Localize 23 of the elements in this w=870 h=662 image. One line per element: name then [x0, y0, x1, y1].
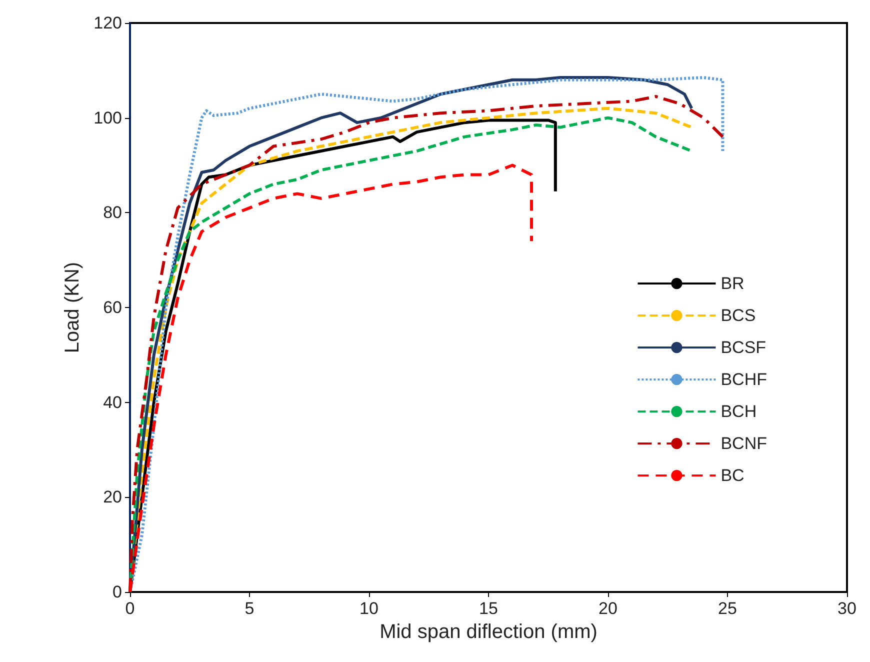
- y-tick-label: 120: [94, 14, 122, 32]
- y-tick-label: 0: [112, 582, 122, 602]
- x-tick-label: 25: [718, 599, 737, 618]
- y-axis-title: Load (KN): [62, 262, 84, 354]
- y-tick-label: 60: [103, 298, 122, 317]
- legend-label: BCH: [720, 402, 757, 421]
- legend-label: BCS: [720, 306, 756, 325]
- legend-label: BCHF: [720, 370, 768, 389]
- legend-label: BC: [720, 466, 744, 485]
- y-tick-label: 20: [103, 488, 122, 507]
- x-tick-label: 15: [479, 599, 498, 618]
- x-tick-label: 20: [598, 599, 618, 618]
- x-tick-label: 10: [360, 599, 378, 618]
- y-tick-label: 100: [94, 108, 122, 128]
- legend-label: BCNF: [720, 434, 768, 453]
- legend-label: BR: [720, 274, 744, 293]
- x-tick-label: 5: [244, 599, 254, 618]
- legend-label: BCSF: [720, 338, 766, 357]
- y-tick-label: 40: [103, 392, 122, 412]
- x-axis-title: Mid span diflection (mm): [380, 620, 598, 643]
- x-tick-label: 30: [838, 599, 856, 618]
- y-tick-label: 80: [103, 203, 122, 222]
- x-tick-label: 0: [125, 599, 135, 618]
